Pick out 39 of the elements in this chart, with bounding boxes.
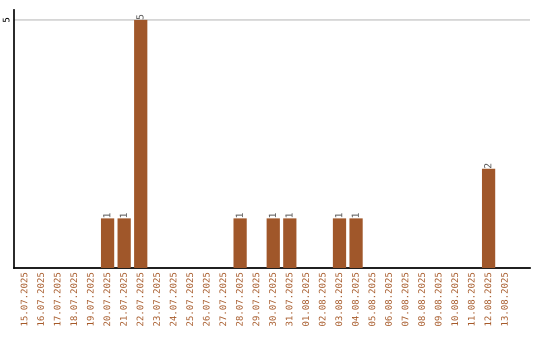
data-label: 1	[236, 213, 243, 218]
data-label: 1	[352, 213, 359, 218]
x-tick-label: 31.07.2025	[286, 272, 292, 326]
x-tick-label: 20.07.2025	[103, 272, 110, 326]
x-tick-label: 23.07.2025	[153, 272, 160, 326]
x-tick-label: 07.08.2025	[402, 272, 408, 326]
x-tick-label: 17.07.2025	[54, 272, 61, 326]
x-tick-label: 24.07.2025	[170, 272, 176, 326]
x-tick-label: 15.07.2025	[20, 272, 28, 326]
x-tick-label: 02.08.2025	[318, 272, 326, 326]
x-tick-label: 18.07.2025	[70, 272, 78, 326]
x-tick-label: 03.08.2025	[335, 272, 342, 326]
data-label: 1	[103, 213, 110, 218]
x-tick-label: 29.07.2025	[252, 272, 260, 326]
x-tick-label: 12.08.2025	[484, 272, 492, 326]
x-tick-label: 05.08.2025	[368, 272, 376, 326]
x-tick-label: 26.07.2025	[202, 272, 210, 326]
x-tick-label: 21.07.2025	[120, 272, 127, 326]
data-label: 1	[268, 213, 276, 218]
data-label: 1	[335, 213, 342, 218]
x-tick-label: 09.08.2025	[434, 272, 442, 326]
x-tick-label: 01.08.2025	[302, 272, 310, 326]
x-tick-label: 30.07.2025	[269, 272, 276, 326]
data-label: 2	[484, 164, 492, 168]
x-tick-label: 10.08.2025	[451, 272, 458, 326]
x-tick-label: 22.07.2025	[136, 272, 144, 326]
x-tick-label: 04.08.2025	[352, 272, 359, 326]
data-label: 1	[120, 213, 127, 218]
x-tick-label: 27.07.2025	[219, 272, 226, 326]
x-tick-label: 16.07.2025	[37, 272, 44, 326]
data-label: 1	[285, 213, 293, 218]
x-tick-label: 08.08.2025	[418, 272, 425, 326]
x-tick-label: 19.07.2025	[86, 272, 94, 326]
x-tick-label: 11.08.2025	[468, 272, 475, 326]
data-label: 5	[136, 14, 144, 20]
x-tick-label: 25.07.2025	[186, 272, 194, 326]
x-tick-label: 13.08.2025	[500, 272, 508, 326]
x-tick-label: 06.08.2025	[385, 272, 392, 326]
x-tick-label: 28.07.2025	[236, 272, 243, 326]
